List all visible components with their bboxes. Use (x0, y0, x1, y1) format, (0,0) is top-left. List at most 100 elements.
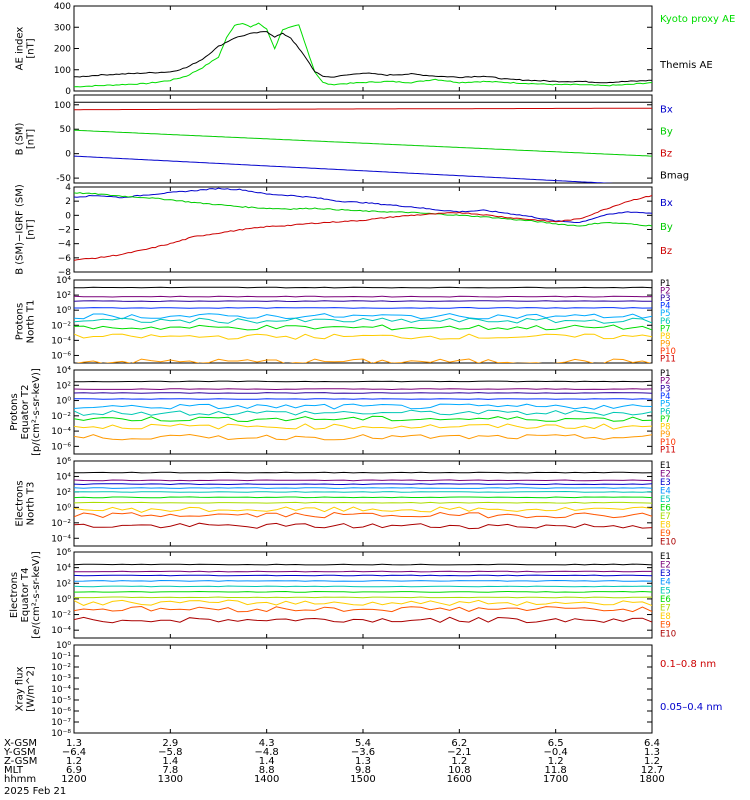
footer-value: 7.8 (162, 765, 178, 776)
footer-row-label: Z-GSM (4, 756, 37, 767)
series-protons_t1-P9 (75, 358, 652, 363)
series-protons_t2-P2 (74, 388, 652, 391)
legend-entry: E7 (660, 512, 671, 522)
y-axis-label: Protons (9, 393, 20, 430)
series-protons_t2-P7 (74, 415, 652, 423)
panel-protons_t1: 10⁴ 10² 10⁰ 10⁻² 10⁻⁴ 10⁻⁶ Protons North T1 P1P2… (15, 276, 676, 364)
legend-entry: E7 (660, 603, 671, 613)
y-tick-label: 10⁰ (56, 641, 71, 651)
y-axis-label: [nT] (26, 219, 37, 239)
legend-entry: E10 (660, 629, 676, 639)
y-tick-label: 10⁻⁶ (51, 442, 71, 452)
y-tick-label: 100 (54, 101, 71, 111)
series-db_sm-Bx (74, 187, 652, 224)
legend-entry: E3 (660, 569, 671, 579)
footer-value: 2.9 (162, 738, 178, 749)
panel-frame (73, 186, 653, 273)
y-tick-label: 10⁻⁵ (51, 696, 71, 706)
footer-value: −3.6 (351, 747, 375, 758)
y-tick-label: 10⁻² (51, 611, 71, 621)
legend-entry: Themis AE (659, 60, 713, 71)
y-tick-label: 10⁴ (56, 366, 71, 376)
footer-value: 1400 (254, 774, 279, 785)
y-axis-label: [nT] (26, 38, 37, 58)
footer-value: 1.2 (66, 756, 82, 767)
footer-value: −6.4 (62, 747, 86, 758)
legend-entry: E4 (660, 578, 671, 588)
panel-ae: 400 300 200 100 0 AE index [nT] Kyoto proxy AE T… (15, 2, 736, 97)
series-electrons_t3-E1 (74, 471, 652, 474)
footer-value: 10.8 (448, 765, 470, 776)
legend-entry: P9 (660, 430, 671, 440)
legend-entry: P1 (660, 369, 671, 379)
footer-value: 1300 (158, 774, 183, 785)
legend-entry: P11 (660, 354, 676, 364)
series-electrons_t3-E2 (74, 479, 652, 482)
legend-entry: E5 (660, 586, 671, 596)
y-tick-label: 200 (54, 45, 71, 55)
series-ae-Themis-AE (74, 31, 652, 84)
series-electrons_t4-E3 (74, 574, 652, 577)
panel-frame (73, 644, 653, 734)
footer-value: 1.4 (162, 756, 178, 767)
legend-entry: E2 (660, 469, 671, 479)
y-tick-label: 10⁰ (56, 397, 71, 407)
legend-entry: P11 (660, 445, 676, 455)
y-tick-label: 10⁶ (56, 457, 71, 467)
legend-entry: P5 (660, 400, 671, 410)
panel-frame (73, 369, 653, 455)
footer-value: 9.8 (355, 765, 371, 776)
footer-row-label: MLT (4, 765, 24, 776)
legend-entry: E4 (660, 486, 671, 496)
y-tick-label: 10⁻² (51, 519, 71, 529)
legend-entry: P10 (660, 347, 676, 357)
footer-value: 4.3 (259, 738, 275, 749)
footer-date: 2025 Feb 21 (4, 786, 66, 797)
legend-entry: P10 (660, 438, 676, 448)
series-group (74, 286, 652, 363)
panel-frame (73, 5, 653, 92)
legend-entry: P9 (660, 339, 671, 349)
series-protons_t2-P5 (74, 403, 652, 410)
y-tick-label: 10⁴ (56, 276, 71, 286)
legend-entry: E5 (660, 495, 671, 505)
y-tick-label: 10⁻⁸ (51, 729, 71, 739)
footer-value: 1.2 (451, 756, 467, 767)
footer-value: 1.2 (548, 756, 564, 767)
y-axis-label: Electrons (9, 572, 20, 618)
legend-entry: P6 (660, 407, 671, 417)
footer-value: 1700 (543, 774, 568, 785)
y-tick-label: 10² (56, 579, 71, 589)
legend-entry: E6 (660, 595, 671, 605)
y-tick-label: 10⁰ (56, 595, 71, 605)
legend-entry: E8 (660, 612, 671, 622)
y-tick-label: 4 (65, 183, 71, 193)
series-electrons_t4-E5 (74, 585, 652, 588)
series-electrons_t3-E10 (74, 522, 652, 530)
series-db_sm-By (74, 192, 652, 227)
legend-entry: P3 (660, 294, 671, 304)
footer-value: −0.4 (544, 747, 568, 758)
series-electrons_t4-E10 (74, 616, 652, 624)
legend-entry: P3 (660, 384, 671, 394)
footer-value: 1200 (61, 774, 86, 785)
series-electrons_t4-E1 (74, 563, 652, 566)
y-axis-label: B (SM)−IGRF (SM) (15, 184, 26, 275)
y-tick-label: −2 (58, 226, 71, 236)
series-b_sm-By (74, 129, 652, 157)
y-tick-label: 100 (54, 66, 71, 76)
legend-entry: E3 (660, 478, 671, 488)
legend-entry: By (660, 127, 673, 138)
legend-entry: P7 (660, 324, 671, 334)
footer-value: −2.1 (447, 747, 471, 758)
y-axis-label: Xray flux (15, 667, 26, 712)
footer-row-label: hhmm (4, 774, 36, 785)
y-tick-label: 10⁻⁴ (51, 534, 71, 544)
series-electrons_t3-E5 (74, 490, 652, 493)
legend-entry: 0.05–0.4 nm (660, 702, 722, 713)
legend-entry: P4 (660, 302, 671, 312)
series-b_sm-Bx (74, 155, 614, 183)
